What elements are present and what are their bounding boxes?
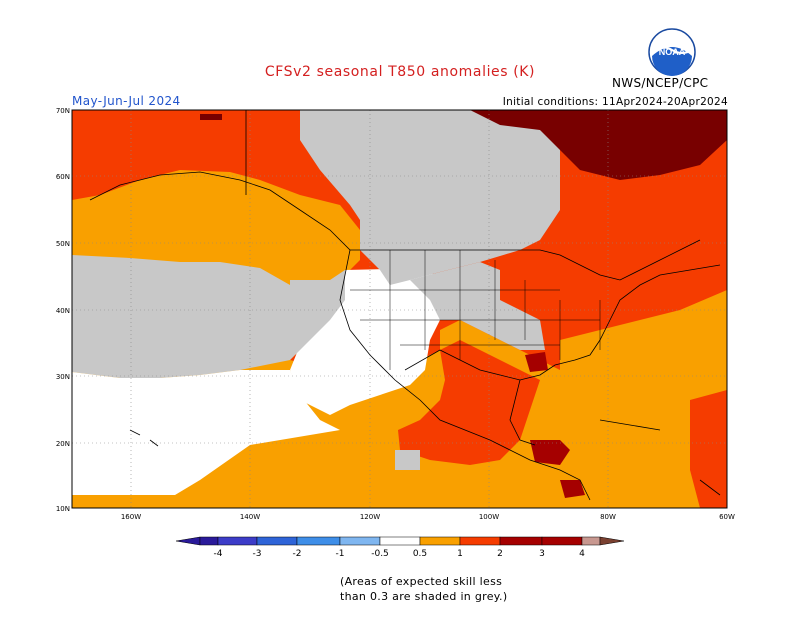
anomaly-fields <box>72 110 727 508</box>
legend-arrow-high <box>599 536 625 546</box>
initial-conditions-label: Initial conditions: 11Apr2024-20Apr2024 <box>502 96 728 108</box>
legend-arrow-low <box>175 536 201 546</box>
legend-segment <box>581 536 601 546</box>
lon-label: 80W <box>600 513 616 521</box>
field-orange-east <box>560 290 727 395</box>
lat-label: 50N <box>56 240 70 248</box>
footnote-line: (Areas of expected skill less <box>340 575 503 588</box>
legend-segment <box>256 536 298 546</box>
lat-label: 10N <box>56 505 70 513</box>
lat-labels: 70N 60N 50N 40N 30N 20N 10N <box>56 107 70 513</box>
lon-labels: 160W 140W 120W 100W 80W 60W <box>121 513 735 521</box>
lon-label: 140W <box>240 513 260 521</box>
lat-label: 70N <box>56 107 70 115</box>
field-maroon-arctic <box>470 110 727 180</box>
legend-segment <box>296 536 341 546</box>
legend-segment <box>499 536 543 546</box>
lat-label: 40N <box>56 307 70 315</box>
legend-segments <box>175 536 625 546</box>
season-label: May-Jun-Jul 2024 <box>72 94 181 108</box>
logo-text: NOAA <box>659 47 686 57</box>
field-grey-canada <box>300 110 560 285</box>
legend-tick: 0.5 <box>413 549 427 559</box>
legend-segment <box>199 536 219 546</box>
field-darkred-caribbean <box>530 440 570 465</box>
field-grey-pacific <box>72 255 330 378</box>
legend-tick: -2 <box>293 549 302 559</box>
lat-label: 30N <box>56 373 70 381</box>
field-grey-mexico <box>395 450 420 470</box>
legend-tick: 2 <box>497 549 503 559</box>
legend-tick: -3 <box>253 549 262 559</box>
lat-label: 60N <box>56 173 70 181</box>
legend-tick: -4 <box>214 549 223 559</box>
legend-tick: 4 <box>579 549 585 559</box>
us-state-borders <box>350 250 601 370</box>
legend-segment <box>541 536 583 546</box>
legend-segment <box>459 536 501 546</box>
legend-segment <box>419 536 461 546</box>
map-title: CFSv2 seasonal T850 anomalies (K) <box>264 64 536 80</box>
agency-label: NWS/NCEP/CPC <box>612 76 709 90</box>
field-red-gulf <box>398 340 540 465</box>
legend-ticks: -4 -3 -2 -1 -0.5 0.5 1 2 3 4 <box>214 549 586 559</box>
legend-segment <box>339 536 381 546</box>
lon-label: 60W <box>719 513 735 521</box>
field-maroon-small <box>200 114 222 120</box>
lat-label: 20N <box>56 440 70 448</box>
noaa-logo: NOAA <box>648 28 696 76</box>
legend-tick: 3 <box>539 549 545 559</box>
field-darkred-texas <box>525 352 548 372</box>
legend-tick: 1 <box>457 549 463 559</box>
skill-footnote: (Areas of expected skill less than 0.3 a… <box>340 574 507 604</box>
lon-label: 160W <box>121 513 141 521</box>
field-grey-central <box>410 262 545 350</box>
legend-tick: -0.5 <box>371 549 389 559</box>
legend-segment <box>217 536 258 546</box>
legend-segment <box>379 536 421 546</box>
footnote-line: than 0.3 are shaded in grey.) <box>340 590 508 603</box>
field-red-eastcaribbean <box>690 390 727 508</box>
field-white-pacific <box>72 370 340 495</box>
coastlines <box>89 110 721 501</box>
map-frame <box>71 109 728 509</box>
lon-label: 100W <box>479 513 499 521</box>
field-grey-pnw <box>290 270 345 355</box>
field-darkred-south <box>560 480 585 498</box>
legend-tick: -1 <box>336 549 345 559</box>
lon-label: 120W <box>360 513 380 521</box>
